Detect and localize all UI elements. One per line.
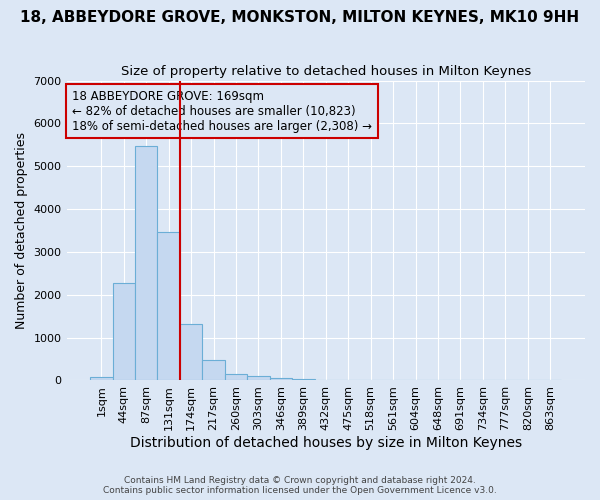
X-axis label: Distribution of detached houses by size in Milton Keynes: Distribution of detached houses by size … — [130, 436, 522, 450]
Text: Contains HM Land Registry data © Crown copyright and database right 2024.
Contai: Contains HM Land Registry data © Crown c… — [103, 476, 497, 495]
Text: 18, ABBEYDORE GROVE, MONKSTON, MILTON KEYNES, MK10 9HH: 18, ABBEYDORE GROVE, MONKSTON, MILTON KE… — [20, 10, 580, 25]
Bar — [225, 374, 247, 380]
Bar — [157, 232, 180, 380]
Y-axis label: Number of detached properties: Number of detached properties — [15, 132, 28, 329]
Bar — [135, 146, 157, 380]
Bar — [269, 378, 292, 380]
Bar — [202, 360, 225, 380]
Bar — [90, 376, 113, 380]
Bar — [247, 376, 269, 380]
Bar — [292, 379, 314, 380]
Bar — [180, 324, 202, 380]
Title: Size of property relative to detached houses in Milton Keynes: Size of property relative to detached ho… — [121, 65, 531, 78]
Bar — [113, 283, 135, 380]
Text: 18 ABBEYDORE GROVE: 169sqm
← 82% of detached houses are smaller (10,823)
18% of : 18 ABBEYDORE GROVE: 169sqm ← 82% of deta… — [72, 90, 372, 132]
